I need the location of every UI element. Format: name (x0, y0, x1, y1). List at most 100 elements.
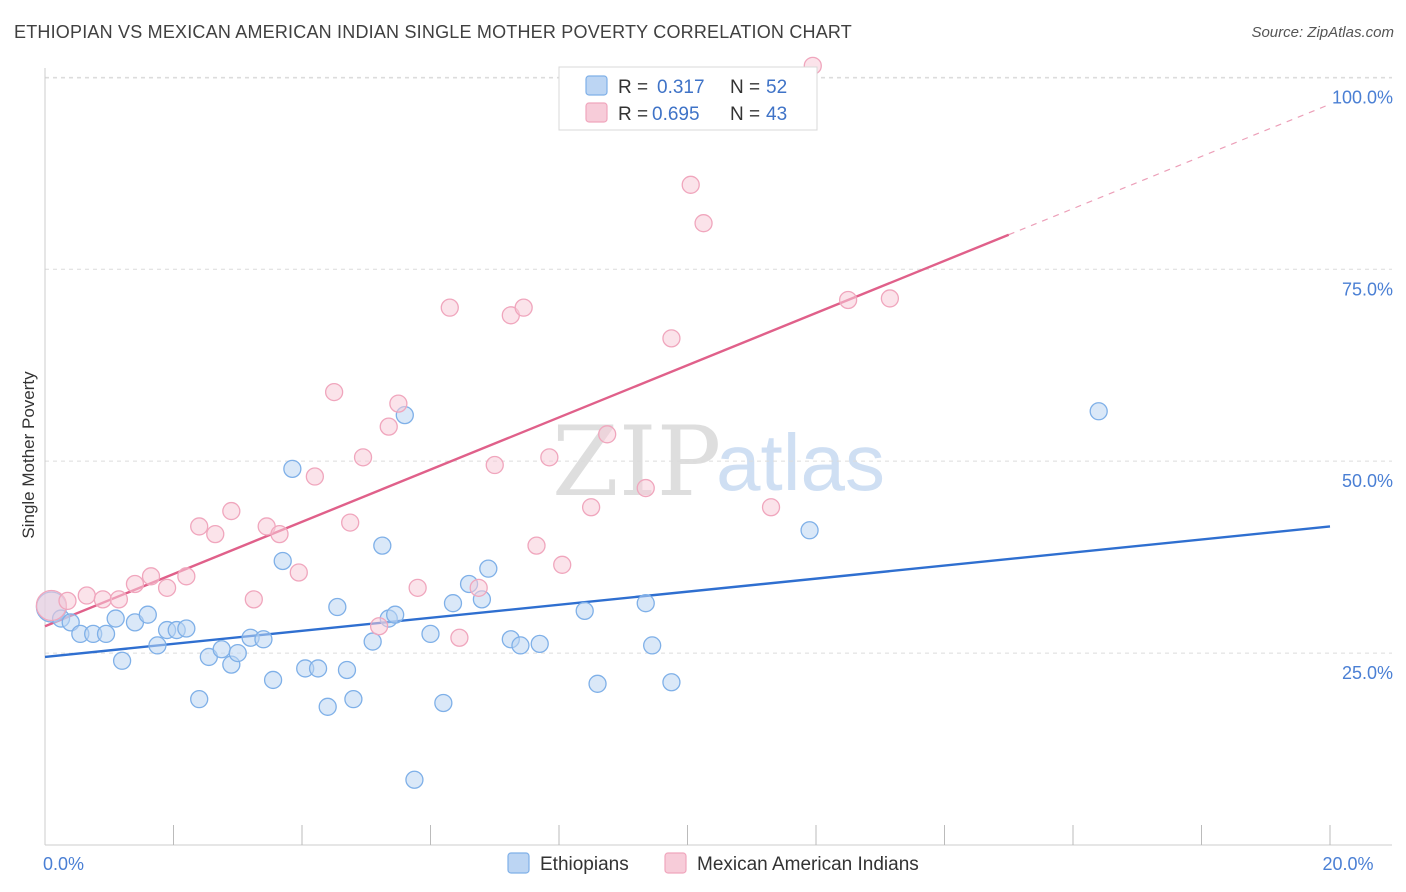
point-s1-8 (177, 567, 196, 586)
point-s0-37 (434, 693, 453, 713)
point-s1-24 (440, 298, 459, 317)
axes (44, 68, 1392, 846)
legend-n-label-2: N = (730, 104, 760, 125)
point-s1-12 (244, 590, 263, 609)
point-s1-22 (389, 394, 408, 413)
legend-n-value-2: 43 (766, 104, 787, 125)
x-tick-label-1: 20.0% (1322, 854, 1373, 874)
point-s1-11 (222, 501, 241, 521)
point-s0-25 (308, 659, 328, 678)
point-s1-9 (190, 517, 209, 536)
point-s0-23 (283, 459, 302, 479)
point-s0-13 (177, 619, 196, 638)
series-legend: Ethiopians Mexican American Indians (507, 852, 919, 875)
point-s0-30 (363, 632, 382, 651)
point-s0-18 (228, 643, 247, 663)
point-s0-44 (530, 634, 549, 654)
point-s0-16 (212, 640, 231, 659)
point-s1-35 (636, 478, 655, 498)
point-s1-42 (880, 289, 900, 308)
point-s1-2 (77, 586, 96, 605)
point-s0-35 (405, 770, 424, 789)
point-s0-28 (337, 660, 357, 680)
point-s0-22 (273, 551, 292, 571)
legend-n-label-1: N = (730, 77, 760, 98)
point-s0-21 (263, 670, 283, 690)
point-s1-3 (93, 590, 112, 609)
legend-swatch-mexican (585, 102, 608, 123)
point-s1-16 (305, 467, 325, 486)
legend-swatch-ethiopians (585, 75, 608, 96)
point-s0-31 (373, 536, 392, 555)
point-s0-6 (106, 609, 125, 628)
point-s1-27 (485, 455, 504, 475)
point-s1-21 (379, 417, 398, 436)
point-s1-18 (341, 513, 360, 532)
point-s1-31 (540, 448, 559, 467)
point-s1-10 (206, 524, 225, 544)
point-s0-36 (421, 624, 440, 644)
point-s0-47 (636, 594, 655, 613)
watermark-zip: ZIP (552, 406, 721, 518)
point-s1-39 (761, 498, 781, 517)
trend-line-dashed-1 (1008, 103, 1331, 236)
point-s0-10 (148, 636, 167, 655)
point-s0-43 (511, 636, 530, 655)
point-s0-14 (190, 689, 209, 709)
y-tick-label-2: 75.0% (1342, 279, 1393, 299)
point-s0-49 (662, 673, 681, 692)
correlation-legend: R = 0.317 N = 52 R = 0.695 N = 43 (558, 66, 818, 131)
chart-source: Source: ZipAtlas.com (1251, 24, 1394, 41)
point-s0-27 (328, 597, 347, 617)
bottom-legend-mexican: Mexican American Indians (697, 854, 919, 875)
y-tick-label-1: 50.0% (1342, 471, 1393, 491)
point-s1-38 (694, 214, 713, 233)
point-s1-6 (141, 567, 161, 586)
point-s1-20 (369, 617, 389, 636)
legend-r-value-2: 0.695 (652, 104, 700, 125)
point-s0-50 (800, 521, 819, 540)
point-s0-9 (138, 605, 157, 624)
legend-r-label-2: R = (618, 104, 648, 125)
point-s1-30 (527, 536, 546, 555)
point-s0-20 (254, 630, 273, 649)
trend-line-0 (44, 525, 1331, 659)
point-s1-15 (289, 563, 308, 582)
bottom-legend-ethiopians: Ethiopians (540, 854, 629, 875)
legend-r-value-1: 0.317 (657, 77, 705, 98)
point-s1-4 (109, 590, 129, 609)
bottom-legend-swatch-ethiopians (507, 852, 530, 874)
point-s0-5 (96, 624, 116, 644)
point-s1-26 (469, 578, 488, 597)
watermark-atlas: atlas (716, 418, 885, 507)
x-tick-label-0: 0.0% (43, 854, 84, 874)
y-tick-label-0: 25.0% (1342, 663, 1393, 683)
chart-title: ETHIOPIAN VS MEXICAN AMERICAN INDIAN SIN… (14, 22, 853, 42)
y-tick-label-3: 100.0% (1332, 87, 1393, 107)
point-s1-17 (324, 382, 344, 402)
point-s1-33 (581, 498, 601, 517)
point-s0-7 (112, 651, 132, 670)
point-s1-25 (450, 628, 469, 647)
point-s1-7 (157, 578, 177, 597)
point-s1-14 (270, 524, 289, 544)
legend-n-value-1: 52 (766, 77, 787, 98)
point-s0-33 (386, 605, 405, 624)
point-s0-48 (643, 636, 662, 655)
point-s1-36 (662, 329, 681, 348)
point-s1-32 (553, 555, 572, 574)
point-s1-23 (408, 578, 427, 597)
point-s0-45 (575, 601, 594, 621)
bottom-legend-swatch-mexican (664, 852, 687, 874)
tick-labels: 25.0% 50.0% 75.0% 100.0% 0.0% 20.0% (43, 87, 1393, 874)
point-s1-41 (838, 290, 858, 310)
point-s0-46 (588, 674, 607, 693)
point-s0-26 (318, 697, 337, 716)
legend-r-label-1: R = (618, 77, 648, 98)
point-s1-34 (598, 425, 617, 444)
point-s1-37 (681, 175, 700, 194)
point-s0-29 (344, 689, 363, 709)
point-s0-41 (479, 559, 498, 578)
point-s1-19 (353, 448, 373, 467)
